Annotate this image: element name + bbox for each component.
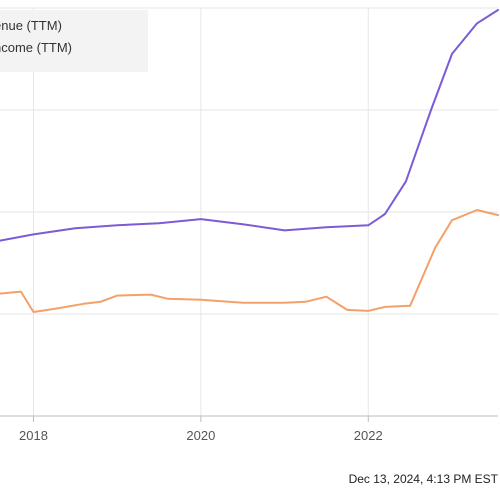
legend-item-revenue: enue (TTM) xyxy=(0,18,62,33)
series-line-revenue xyxy=(0,9,499,242)
grid xyxy=(0,7,498,417)
series-layer xyxy=(0,9,499,313)
series-line-income xyxy=(0,209,499,313)
legend-item-income: ncome (TTM) xyxy=(0,40,72,55)
timestamp: Dec 13, 2024, 4:13 PM EST xyxy=(348,472,498,486)
x-tick-label: 2018 xyxy=(19,428,48,443)
legend: enue (TTM) ncome (TTM) xyxy=(0,10,148,72)
x-tick-label: 2022 xyxy=(354,428,383,443)
x-tick-label: 2020 xyxy=(186,428,215,443)
x-axis: 2018 2020 2022 xyxy=(0,415,498,443)
